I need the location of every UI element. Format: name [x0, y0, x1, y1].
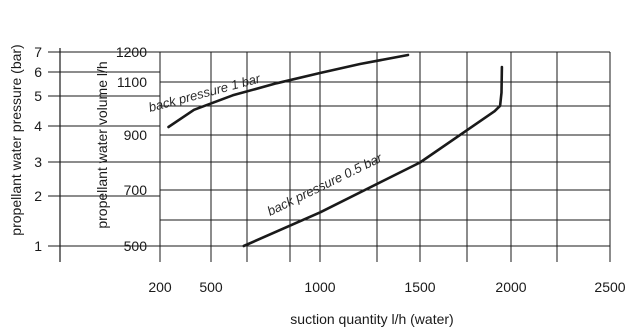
- series-label-2: back pressure 0.5 bar: [265, 150, 385, 219]
- pressure-axis: 1 2 3 4 5 6 7: [34, 44, 160, 254]
- x-tick-label: 2500: [594, 279, 625, 295]
- x-axis: 200 500 1000 1500 2000 2500: [148, 279, 625, 295]
- x-tick-label: 200: [148, 279, 172, 295]
- pressure-tick-label: 4: [34, 118, 42, 134]
- series-line-2: [242, 65, 504, 248]
- pressure-tick-label: 1: [34, 238, 42, 254]
- series-line-1: [167, 53, 410, 129]
- pressure-tick-label: 6: [34, 64, 42, 80]
- volume-tick-label: 900: [124, 127, 148, 143]
- volume-tick-label: 1200: [116, 44, 147, 60]
- volume-axis: 500 700 900 1100 1200: [116, 44, 147, 254]
- volume-tick-label: 1100: [117, 74, 147, 90]
- y-axis-label-volume: propellant water volume l/h: [94, 61, 110, 228]
- x-axis-label: suction quantity l/h (water): [290, 311, 453, 327]
- y-axis-label-pressure: propellant water pressure (bar): [8, 44, 24, 235]
- x-tick-label: 1500: [404, 279, 435, 295]
- volume-tick-label: 500: [124, 238, 148, 254]
- x-tick-label: 500: [199, 279, 223, 295]
- x-tick-label: 1000: [304, 279, 335, 295]
- pressure-tick-label: 2: [34, 188, 42, 204]
- pressure-tick-label: 5: [34, 88, 42, 104]
- x-tick-label: 2000: [495, 279, 526, 295]
- volume-tick-label: 700: [124, 182, 148, 198]
- pressure-tick-label: 7: [34, 44, 42, 60]
- grid: [59, 48, 611, 262]
- pressure-tick-label: 3: [34, 154, 42, 170]
